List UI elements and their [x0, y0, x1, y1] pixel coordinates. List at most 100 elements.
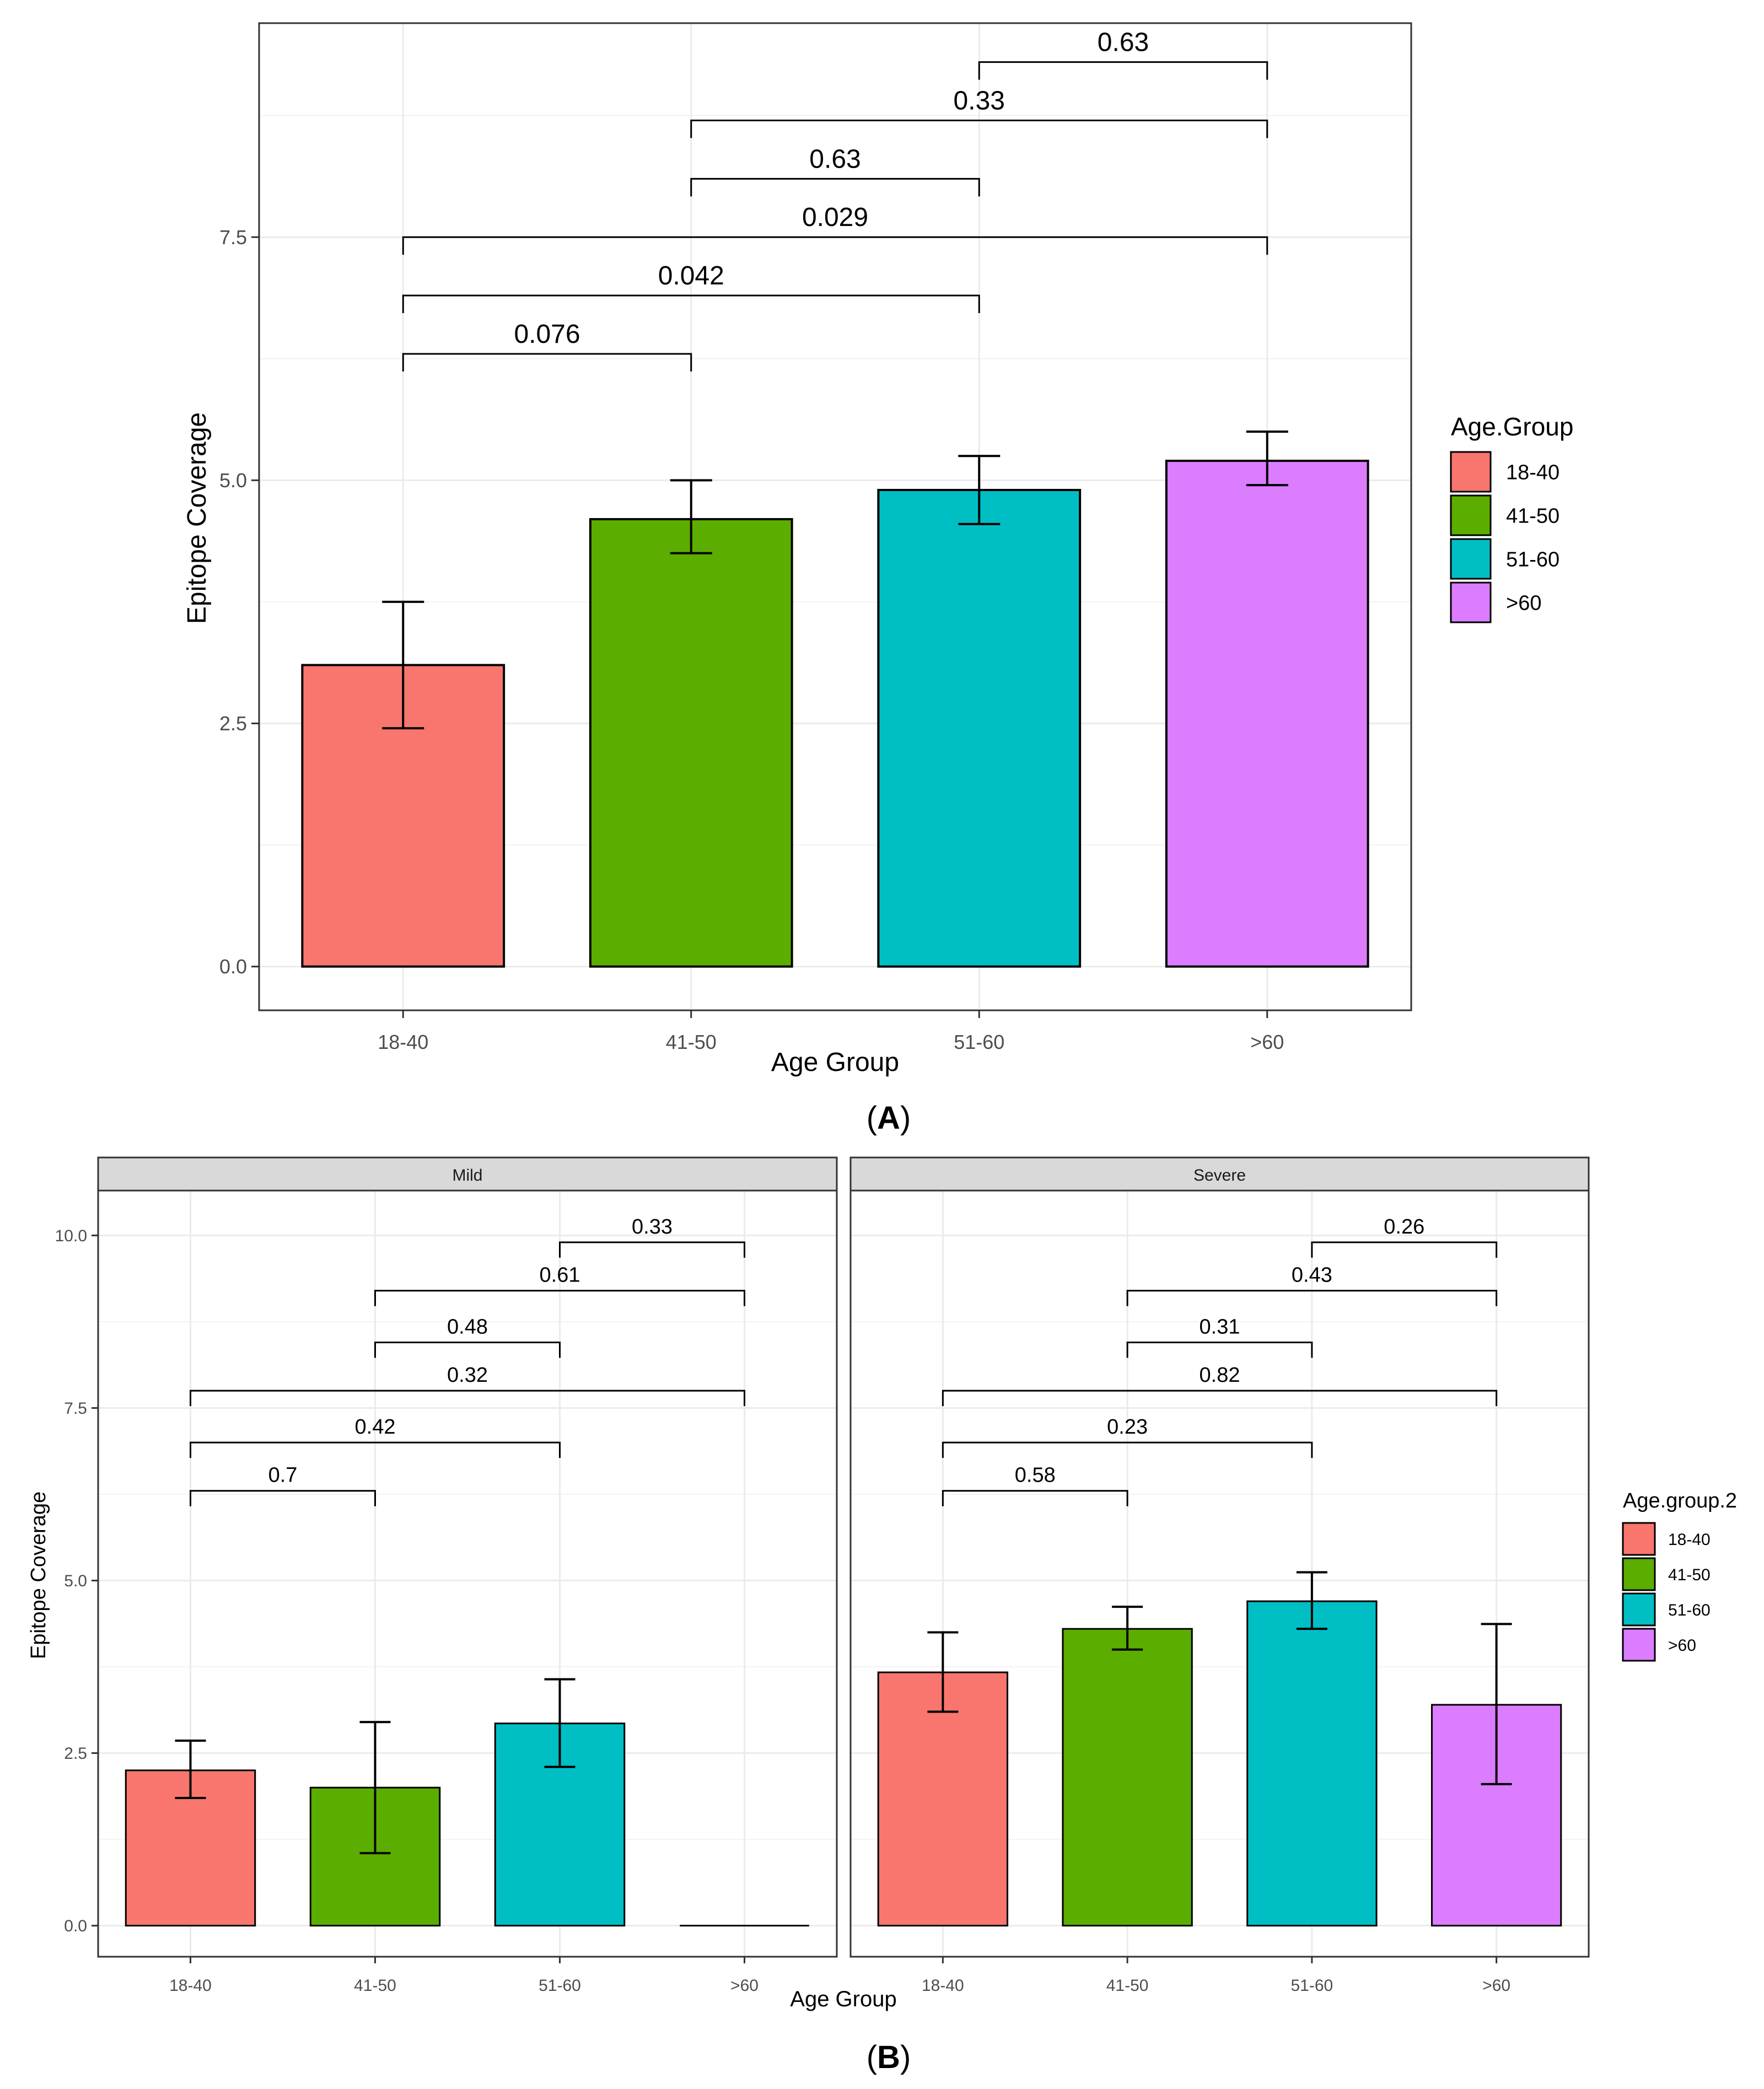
b-legend-swatch-51-60 — [1622, 1592, 1656, 1627]
a-x-axis-title: Age Group — [771, 1048, 899, 1077]
a-x-tick-label: 41-50 — [666, 1031, 717, 1053]
a-comparison-bracket-4: 0.33 — [690, 86, 1268, 138]
b-mild-comparison-bracket-0: 0.7 — [190, 1464, 376, 1506]
b-severe-x-tick-label: 41-50 — [1106, 1977, 1149, 1995]
a-comparison-bracket-1: 0.042 — [402, 261, 980, 314]
b-mild-comparison-bracket-3: 0.48 — [374, 1315, 561, 1358]
b-x-axis-title: Age Group — [790, 1987, 896, 2011]
b-legend-label-gt60: >60 — [1668, 1636, 1696, 1655]
a-x-tick-label: >60 — [1250, 1031, 1284, 1053]
a-bar-gt60 — [1165, 460, 1369, 968]
b-severe-panel-border — [849, 1189, 1590, 1958]
b-legend-label-51-60: 51-60 — [1668, 1601, 1711, 1619]
a-comparison-bracket-0: 0.076 — [402, 320, 692, 372]
a-legend-label-51-60: 51-60 — [1506, 548, 1559, 572]
b-mild-bracket-line — [559, 1241, 745, 1258]
b-severe-bar-gt60 — [1430, 1704, 1562, 1927]
panel-b: Mild 0.7 0.42 0.32 0.48 0.61 0.33 18-40 41-50 51-… — [27, 1156, 1737, 2011]
a-y-axis-title: Epitope Coverage — [182, 412, 212, 624]
b-legend-swatch-18-40 — [1622, 1522, 1656, 1556]
b-severe-bracket-line — [1126, 1342, 1313, 1358]
a-legend-swatch-51-60 — [1450, 538, 1492, 580]
b-severe-bracket-line — [942, 1490, 1128, 1506]
a-legend-label-18-40: 18-40 — [1506, 461, 1559, 484]
b-mild-bracket-line — [190, 1441, 561, 1458]
b-severe-comparison-bracket-4: 0.43 — [1126, 1264, 1498, 1306]
b-legend-label-18-40: 18-40 — [1668, 1531, 1711, 1549]
a-legend-swatch-gt60 — [1450, 582, 1492, 623]
a-errorbar-18-40 — [382, 600, 424, 730]
b-severe-bracket-line — [1311, 1241, 1498, 1258]
b-severe-errorbar-18-40 — [927, 1631, 959, 1713]
a-bracket-line — [690, 119, 1268, 138]
b-mild-errorbar-51-60 — [544, 1678, 576, 1768]
b-mild-x-tick-label: 41-50 — [354, 1977, 396, 1995]
b-severe-bracket-line — [942, 1390, 1498, 1407]
b-severe-x-tick-label: 18-40 — [922, 1977, 964, 1995]
b-y-tick-label: 0.0 — [64, 1917, 87, 1935]
a-bracket-line — [978, 61, 1268, 80]
a-comparison-bracket-3: 0.63 — [690, 144, 980, 197]
a-pvalue-label: 0.029 — [802, 203, 868, 232]
a-errorbar-41-50 — [670, 479, 712, 554]
b-severe-pvalue-label: 0.26 — [1384, 1215, 1424, 1239]
panel-a: 0.076 0.042 0.029 0.63 0.33 0.63 18-40 41-50 51-… — [182, 22, 1573, 1077]
panel-a-caption: (A) — [867, 1100, 911, 1136]
a-errorbar-gt60 — [1246, 430, 1288, 487]
b-severe-comparison-bracket-5: 0.26 — [1311, 1215, 1498, 1258]
a-bar-51-60 — [877, 488, 1082, 968]
b-severe-x-tick-label: >60 — [1482, 1977, 1510, 1995]
b-mild-pvalue-label: 0.61 — [540, 1264, 580, 1287]
a-bar-41-50 — [589, 518, 793, 968]
a-pvalue-label: 0.63 — [1098, 28, 1149, 57]
a-y-tick-label: 5.0 — [219, 469, 247, 492]
b-severe-pvalue-label: 0.31 — [1200, 1315, 1240, 1338]
a-y-tick-label: 2.5 — [219, 712, 247, 735]
b-mild-pvalue-label: 0.42 — [355, 1415, 396, 1439]
a-pvalue-label: 0.042 — [658, 261, 724, 290]
b-mild-comparison-bracket-4: 0.61 — [374, 1264, 745, 1306]
b-y-tick-label: 2.5 — [64, 1745, 87, 1763]
a-y-tick-label: 0.0 — [219, 955, 247, 978]
b-mild-bracket-line — [374, 1290, 745, 1306]
a-pvalue-label: 0.33 — [954, 86, 1005, 115]
b-mild-pvalue-label: 0.48 — [447, 1315, 488, 1338]
a-x-tick-label: 18-40 — [378, 1031, 428, 1053]
a-x-tick-label: 51-60 — [954, 1031, 1004, 1053]
b-strip-label-severe: Severe — [1193, 1166, 1246, 1185]
b-severe-x-tick-label: 51-60 — [1291, 1977, 1333, 1995]
b-severe-pvalue-label: 0.43 — [1292, 1264, 1332, 1287]
b-legend-swatch-41-50 — [1622, 1557, 1656, 1591]
a-legend-label-gt60: >60 — [1506, 592, 1541, 615]
a-bracket-line — [402, 353, 692, 372]
b-mild-comparison-bracket-1: 0.42 — [190, 1415, 561, 1458]
b-strip-mild — [97, 1156, 838, 1192]
a-pvalue-label: 0.076 — [514, 320, 580, 349]
b-mild-bracket-line — [374, 1342, 561, 1358]
b-severe-comparison-bracket-3: 0.31 — [1126, 1315, 1313, 1358]
b-severe-bar-51-60 — [1246, 1600, 1378, 1927]
b-legend-label-41-50: 41-50 — [1668, 1566, 1711, 1584]
b-severe-comparison-bracket-1: 0.23 — [942, 1415, 1313, 1458]
b-severe-pvalue-label: 0.82 — [1200, 1364, 1240, 1387]
b-severe-comparison-bracket-2: 0.82 — [942, 1364, 1498, 1407]
b-strip-label-mild: Mild — [452, 1166, 482, 1185]
b-severe-bar-41-50 — [1062, 1628, 1193, 1927]
a-pvalue-label: 0.63 — [809, 144, 861, 174]
b-facet-mild: Mild 0.7 0.42 0.32 0.48 0.61 0.33 18-40 41-50 51-… — [97, 1156, 838, 1995]
b-strip-severe — [849, 1156, 1590, 1192]
b-legend-title: Age.group.2 — [1623, 1489, 1737, 1512]
b-mild-panel-border — [97, 1189, 838, 1958]
a-legend-title: Age.Group — [1451, 412, 1573, 441]
b-severe-pvalue-label: 0.58 — [1015, 1464, 1056, 1487]
b-mild-x-tick-label: 51-60 — [539, 1977, 581, 1995]
b-severe-bracket-line — [942, 1441, 1313, 1458]
b-mild-x-tick-label: 18-40 — [169, 1977, 212, 1995]
a-comparison-bracket-2: 0.029 — [402, 203, 1268, 255]
b-severe-pvalue-label: 0.23 — [1107, 1415, 1148, 1439]
b-mild-bracket-line — [190, 1490, 376, 1506]
b-y-tick-label: 5.0 — [64, 1572, 87, 1590]
a-legend-swatch-18-40 — [1450, 451, 1492, 493]
b-mild-comparison-bracket-2: 0.32 — [190, 1364, 745, 1407]
b-severe-bracket-line — [1126, 1290, 1498, 1306]
